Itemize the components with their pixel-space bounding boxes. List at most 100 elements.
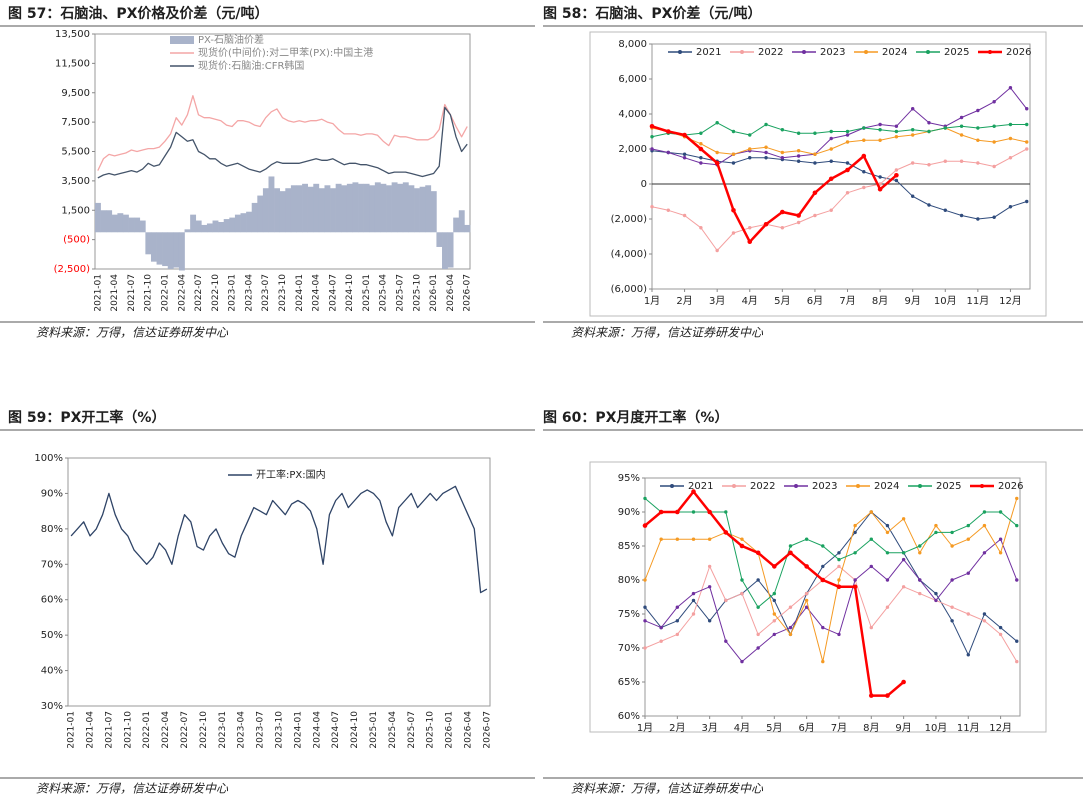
series-marker <box>894 178 899 183</box>
series-marker <box>927 203 931 207</box>
series-marker <box>1025 147 1029 151</box>
series-marker <box>772 612 777 616</box>
x-tick-label: 2025-10 <box>412 274 422 312</box>
x-tick-label: 7月 <box>839 295 855 307</box>
series-marker <box>910 128 915 132</box>
area-bar <box>95 202 101 233</box>
series-marker <box>675 632 680 637</box>
area-bar <box>318 188 325 233</box>
series-marker <box>772 632 777 637</box>
series-marker <box>910 107 915 111</box>
y-tick-label: 7,500 <box>61 117 90 128</box>
series-marker <box>853 551 857 555</box>
series-marker <box>643 578 647 582</box>
series-marker <box>1025 107 1029 111</box>
series-marker <box>998 510 1003 514</box>
series-marker <box>829 159 833 163</box>
series-marker <box>868 693 874 698</box>
series-marker <box>707 537 712 541</box>
y-tick-label: 85% <box>618 541 640 552</box>
x-tick-label: 2023-01 <box>218 711 228 749</box>
area-bar <box>363 183 370 233</box>
area-bar <box>397 183 404 233</box>
area-bar <box>167 232 174 269</box>
series-line <box>651 87 1028 166</box>
plot-frame <box>651 43 1031 290</box>
series-marker <box>675 619 680 623</box>
area-bar <box>246 211 253 233</box>
series-marker <box>796 159 801 163</box>
series-marker <box>950 578 954 582</box>
area-bar <box>346 183 353 233</box>
series-marker <box>943 126 947 130</box>
y-tick-label: 50% <box>41 630 63 641</box>
area-bar <box>324 185 331 233</box>
series-marker <box>666 150 670 155</box>
series-marker <box>748 156 752 160</box>
series-marker <box>658 509 664 515</box>
area-bar <box>145 232 152 255</box>
area-bar <box>313 183 320 233</box>
area-bar <box>453 217 460 233</box>
series-marker <box>950 544 954 548</box>
x-tick-label: 2023-10 <box>275 711 285 749</box>
series-marker <box>714 160 720 166</box>
x-tick-label: 2026-07 <box>482 711 492 749</box>
series-marker <box>959 133 964 137</box>
x-tick-label: 2022-10 <box>199 711 209 749</box>
series-marker <box>862 185 866 190</box>
series-line <box>644 498 1018 663</box>
x-tick-label: 12月 <box>999 295 1022 307</box>
area-bar <box>251 202 258 233</box>
series-marker <box>837 557 841 562</box>
series-marker <box>650 135 654 139</box>
series-marker <box>885 578 890 582</box>
series-line <box>644 565 1018 662</box>
area-bar <box>268 176 275 233</box>
x-tick-label: 2025-04 <box>388 711 398 749</box>
y-tick-label: 70% <box>618 643 640 654</box>
x-tick-label: 2025-07 <box>396 274 406 312</box>
series-line <box>644 538 1018 663</box>
chart-title: 图 60：PX月度开工率（%） <box>543 409 728 426</box>
series-marker <box>740 659 744 664</box>
series-marker <box>836 584 842 590</box>
x-tick-label: 2026-01 <box>445 711 455 749</box>
legend-marker <box>980 484 984 488</box>
series-marker <box>976 126 980 130</box>
series-line <box>644 511 1018 656</box>
series-marker <box>813 152 817 156</box>
series-marker <box>976 138 980 142</box>
series-marker <box>901 557 906 562</box>
x-tick-label: 2023-01 <box>228 274 238 312</box>
series-marker <box>1015 496 1019 501</box>
series-marker <box>885 530 890 535</box>
series-marker <box>821 625 825 630</box>
series-marker <box>869 625 873 630</box>
series-marker <box>998 625 1003 630</box>
x-tick-label: 2026-04 <box>446 274 456 312</box>
area-bar <box>402 182 409 233</box>
x-tick-label: 2025-01 <box>369 711 379 749</box>
x-tick-label: 2021-04 <box>86 711 96 749</box>
x-tick-label: 2022-04 <box>177 274 187 312</box>
series-marker <box>764 156 768 160</box>
area-bar <box>156 232 163 265</box>
series-marker <box>943 159 947 163</box>
series-marker <box>724 510 728 514</box>
series-marker <box>756 646 760 650</box>
area-bar <box>206 223 213 233</box>
series-marker <box>845 191 850 195</box>
area-bar <box>374 182 381 233</box>
area-bar <box>184 229 191 233</box>
x-tick-label: 2022-07 <box>194 274 204 312</box>
area-bar <box>296 185 303 233</box>
area-bar <box>386 185 392 233</box>
area-bar <box>229 217 236 233</box>
x-tick-label: 2021-07 <box>127 274 137 312</box>
legend-label: 2023 <box>820 47 845 58</box>
legend-label: 2024 <box>882 47 907 58</box>
y-tick-label: 40% <box>41 666 63 677</box>
series-marker <box>707 585 712 589</box>
